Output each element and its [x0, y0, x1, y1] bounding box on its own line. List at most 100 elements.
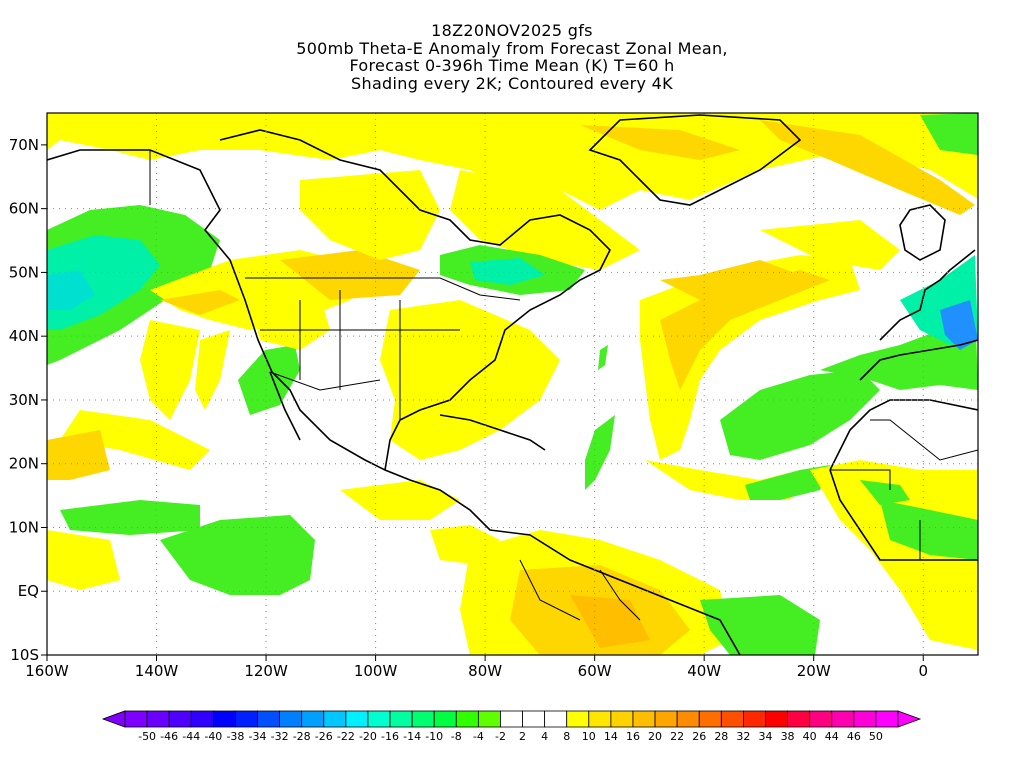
- colorbar-swatch: [411, 710, 435, 728]
- plot-frame: [46, 112, 979, 656]
- colorbar-labels: -50 -46 -44 -40 -38 -34 -32 -28 -26 -22 -20 -16 -14-…: [138, 730, 883, 743]
- lon-tick-label: 0: [918, 662, 928, 680]
- colorbar-tick-label: 26: [692, 730, 706, 743]
- lon-tick-label: 20W: [797, 662, 831, 680]
- colorbar-tick-label: 20: [648, 730, 662, 743]
- colorbar-tick-label: -22: [337, 730, 355, 743]
- colorbar-tick-label: -50: [138, 730, 156, 743]
- lat-tick-label: 10S: [10, 646, 39, 664]
- colorbar-swatch: [544, 710, 568, 728]
- colorbar-tick-label: 22: [670, 730, 684, 743]
- colorbar-tick-label: 2: [519, 730, 526, 743]
- colorbar-tick-label: -38: [226, 730, 244, 743]
- colorbar-swatch: [809, 710, 833, 728]
- colorbar-swatch: [566, 710, 590, 728]
- colorbar-swatch: [124, 710, 148, 728]
- colorbar-tick-label: -10: [425, 730, 443, 743]
- lat-tick-label: 20N: [9, 455, 39, 473]
- colorbar-swatch: [853, 710, 877, 728]
- colorbar-swatch: [367, 710, 391, 728]
- colorbar-tick-label: 4: [541, 730, 548, 743]
- colorbar-swatch: [477, 710, 501, 728]
- colorbar-tick-label: -32: [271, 730, 289, 743]
- lon-tick-label: 120W: [244, 662, 288, 680]
- lat-tick-label: 40N: [9, 327, 39, 345]
- colorbar-tick-label: -44: [182, 730, 200, 743]
- anomaly-shading: [47, 113, 978, 655]
- colorbar-swatch: [190, 710, 214, 728]
- colorbar-swatch: [345, 710, 369, 728]
- colorbar-swatch: [610, 710, 634, 728]
- colorbar-tick-label: 32: [736, 730, 750, 743]
- colorbar-swatch: [500, 710, 523, 728]
- colorbar-tick-label: 28: [714, 730, 728, 743]
- longitude-axis: 160W 140W 120W 100W 80W 60W 40W 20W 0: [25, 655, 928, 680]
- colorbar-swatch: [168, 710, 192, 728]
- colorbar-tick-label: -26: [315, 730, 333, 743]
- colorbar-swatch: [235, 710, 258, 728]
- colorbar-swatch: [654, 710, 678, 728]
- colorbar-tick-label: 46: [847, 730, 861, 743]
- colorbar-tick-label: -46: [160, 730, 178, 743]
- colorbar-tick-label: 34: [758, 730, 772, 743]
- colorbar-swatch: [455, 710, 479, 728]
- colorbar-tick-label: 10: [582, 730, 596, 743]
- lon-tick-label: 80W: [468, 662, 502, 680]
- colorbar-swatch: [146, 710, 170, 728]
- lon-tick-label: 40W: [687, 662, 721, 680]
- colorbar-tick-label: -34: [249, 730, 267, 743]
- colorbar-swatch: [588, 710, 612, 728]
- graticule: [47, 113, 978, 656]
- colorbar-tick-label: -8: [451, 730, 462, 743]
- colorbar-swatch: [301, 710, 325, 728]
- lon-tick-label: 100W: [354, 662, 398, 680]
- title-line-4: Shading every 2K; Contoured every 4K: [351, 73, 673, 93]
- colorbar-tick-label: -20: [359, 730, 377, 743]
- colorbar-swatch: [323, 710, 347, 728]
- latitude-axis: 70N 60N 50N 40N 30N 20N 10N EQ 10S: [9, 136, 47, 664]
- colorbar-swatch: [279, 710, 303, 728]
- colorbar-tick-label: 14: [604, 730, 618, 743]
- lat-tick-label: 60N: [9, 200, 39, 218]
- lat-tick-label: 50N: [9, 263, 39, 281]
- coastlines: [47, 114, 978, 655]
- colorbar-tick-label: -16: [381, 730, 399, 743]
- colorbar-tick-label: 38: [781, 730, 795, 743]
- colorbar-swatch: [212, 710, 236, 728]
- colorbar-swatch: [875, 710, 899, 728]
- colorbar-tick-label: -14: [403, 730, 421, 743]
- colorbar-tick-label: -2: [495, 730, 506, 743]
- lon-tick-label: 140W: [135, 662, 179, 680]
- colorbar-swatch: [676, 710, 700, 728]
- colorbar-swatch: [787, 710, 811, 728]
- lon-tick-label: 60W: [578, 662, 612, 680]
- political-borders: [149, 150, 978, 621]
- colorbar-swatch: [765, 710, 788, 728]
- colorbar-arrow-left: [101, 710, 126, 728]
- colorbar-swatch: [831, 710, 855, 728]
- colorbar-swatch: [743, 710, 766, 728]
- colorbar-tick-label: 16: [626, 730, 640, 743]
- colorbar-swatch: [389, 710, 413, 728]
- colorbar-swatch: [632, 710, 656, 728]
- colorbar-swatch: [433, 710, 457, 728]
- colorbar-tick-label: 40: [803, 730, 817, 743]
- colorbar-tick-label: 8: [563, 730, 570, 743]
- colorbar-swatch: [720, 710, 744, 728]
- lat-tick-label: 70N: [9, 136, 39, 154]
- chart-title: 18Z20NOV2025 gfs 500mb Theta-E Anomaly f…: [0, 22, 1024, 92]
- colorbar-swatch: [522, 710, 546, 728]
- colorbar-tick-label: 44: [825, 730, 839, 743]
- colorbar-swatch: [257, 710, 280, 728]
- colorbar: [101, 710, 922, 728]
- lat-tick-label: 30N: [9, 391, 39, 409]
- lat-tick-label: 10N: [9, 518, 39, 536]
- colorbar-arrow-right: [897, 710, 922, 728]
- lat-tick-label: EQ: [18, 582, 39, 600]
- lon-tick-label: 160W: [25, 662, 69, 680]
- colorbar-tick-label: -40: [204, 730, 222, 743]
- title-line-2: 500mb Theta-E Anomaly from Forecast Zona…: [296, 38, 728, 58]
- colorbar-tick-label: 50: [869, 730, 883, 743]
- colorbar-tick-label: -4: [473, 730, 484, 743]
